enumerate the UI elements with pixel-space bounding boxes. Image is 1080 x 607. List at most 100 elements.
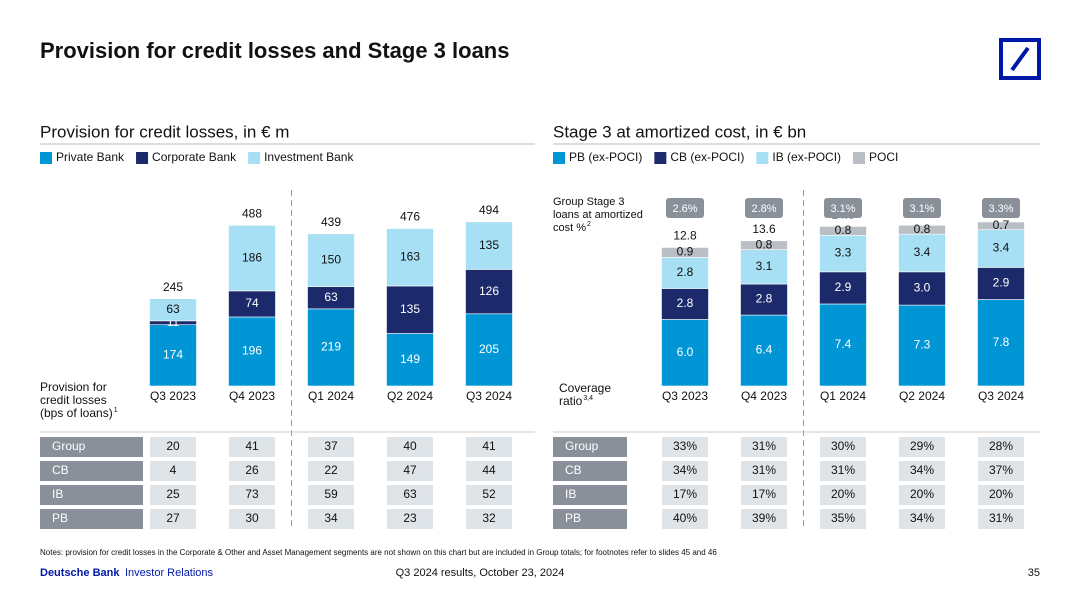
table-cell <box>662 485 708 505</box>
legend-swatch <box>654 152 667 164</box>
legend-swatch <box>553 152 565 164</box>
bar-segment <box>386 228 434 287</box>
table-cell <box>899 437 945 457</box>
x-tick-label: Q4 2023 <box>741 389 787 403</box>
segment-label: 63 <box>166 302 180 316</box>
table-cell <box>229 437 275 457</box>
ratio-badge <box>982 198 1020 218</box>
segment-label: 3.1 <box>756 259 773 273</box>
table-cell <box>150 437 196 457</box>
bar-segment <box>740 314 788 387</box>
table-value: 37 <box>324 439 338 453</box>
table-cell <box>820 461 866 481</box>
table-cell <box>978 485 1024 505</box>
bar-segment <box>386 285 434 334</box>
table-cell <box>820 437 866 457</box>
segment-label: 74 <box>245 296 259 310</box>
segment-label: 219 <box>321 340 341 354</box>
table-value: 27 <box>166 511 180 525</box>
table-cell <box>387 437 433 457</box>
table-cell <box>978 509 1024 529</box>
table-caption: ratio <box>559 394 583 408</box>
x-tick-label: Q3 2024 <box>466 389 512 403</box>
table-value: 20 <box>166 439 180 453</box>
segment-label: 7.3 <box>914 338 931 352</box>
segment-label: 149 <box>400 352 420 366</box>
bar-segment <box>898 304 946 387</box>
table-caption-sup: 3,4 <box>583 395 593 402</box>
table-value: 30% <box>831 439 855 453</box>
segment-label: 135 <box>400 302 420 316</box>
legend-swatch <box>40 152 52 164</box>
table-value: 30 <box>245 511 259 525</box>
table-value: 39% <box>752 511 776 525</box>
table-cell <box>150 461 196 481</box>
table-value: 33% <box>673 439 697 453</box>
legend-swatch <box>136 152 149 164</box>
x-tick-label: Q2 2024 <box>899 389 945 403</box>
segment-label: 6.0 <box>677 345 694 359</box>
table-cell <box>466 509 512 529</box>
table-cell <box>308 485 354 505</box>
segment-label: 2.9 <box>835 280 852 294</box>
row-label: IB <box>52 487 63 501</box>
segment-label: 196 <box>242 344 262 358</box>
annotation-title: Group Stage 3 <box>553 196 625 208</box>
segment-label: 0.9 <box>677 245 694 259</box>
segment-label: 0.8 <box>835 223 852 237</box>
table-cell <box>466 485 512 505</box>
table-cell <box>150 485 196 505</box>
table-cell <box>308 509 354 529</box>
bar-segment <box>740 283 788 316</box>
row-label-box <box>553 437 627 457</box>
table-cell <box>466 437 512 457</box>
table-cell <box>387 509 433 529</box>
table-value: 63 <box>403 487 417 501</box>
bar-segment <box>661 257 709 289</box>
x-tick-label: Q1 2024 <box>308 389 354 403</box>
table-value: 31% <box>831 463 855 477</box>
bar-segment <box>386 333 434 387</box>
table-value: 47 <box>403 463 417 477</box>
table-value: 4 <box>170 463 177 477</box>
x-tick-label: Q3 2024 <box>978 389 1024 403</box>
table-value: 41 <box>482 439 496 453</box>
footer-section: Investor Relations <box>125 567 214 579</box>
bar-segment <box>465 221 513 270</box>
total-label: 245 <box>163 280 183 294</box>
total-label: 439 <box>321 215 341 229</box>
ratio-label: 3.3% <box>988 203 1013 215</box>
table-value: 17% <box>673 487 697 501</box>
table-caption: Coverage <box>559 381 611 395</box>
row-label: PB <box>565 511 581 525</box>
table-cell <box>899 461 945 481</box>
chart-title: Provision for credit losses, in € m <box>40 122 289 141</box>
table-value: 17% <box>752 487 776 501</box>
table-cell <box>820 509 866 529</box>
segment-label: 0.8 <box>914 222 931 236</box>
table-value: 28% <box>989 439 1013 453</box>
table-value: 31% <box>752 439 776 453</box>
table-value: 59 <box>324 487 338 501</box>
bar-segment <box>977 267 1025 300</box>
table-value: 25 <box>166 487 180 501</box>
row-label: Group <box>565 439 599 453</box>
segment-label: 2.8 <box>677 296 694 310</box>
table-cell <box>662 461 708 481</box>
segment-label: 2.8 <box>677 265 694 279</box>
table-value: 34 <box>324 511 338 525</box>
table-value: 44 <box>482 463 496 477</box>
bar-segment <box>819 234 867 273</box>
table-caption: credit losses <box>40 393 107 407</box>
segment-label: 174 <box>163 348 183 362</box>
segment-label: 186 <box>242 250 262 264</box>
bar-segment <box>149 324 197 387</box>
legend-label: Investment Bank <box>264 150 354 164</box>
segment-label: 63 <box>324 290 338 304</box>
table-cell <box>978 437 1024 457</box>
legend-swatch <box>248 152 261 164</box>
annotation-title: loans at amortized <box>553 209 643 221</box>
table-value: 23 <box>403 511 417 525</box>
x-tick-label: Q3 2023 <box>662 389 708 403</box>
segment-label: 150 <box>321 252 341 266</box>
